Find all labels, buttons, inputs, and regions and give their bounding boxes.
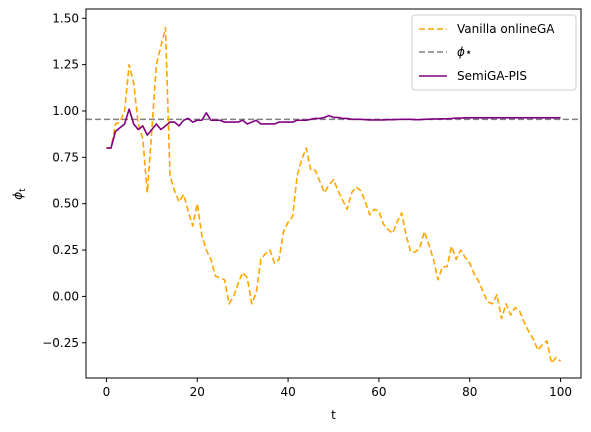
y-tick-label: 0.50: [52, 197, 79, 211]
y-tick-label: 1.25: [52, 58, 79, 72]
legend-label-semiga: SemiGA-PIS: [457, 69, 527, 83]
y-tick-label: 0.75: [52, 150, 79, 164]
x-tick-label: 40: [280, 385, 295, 399]
plot-area: [86, 26, 581, 364]
series-line-semiga-pis: [106, 108, 561, 149]
series-line-vanilla-onlinega: [106, 26, 562, 364]
x-tick-label: 80: [462, 385, 477, 399]
legend-label-phi-star: ϕ⋆: [457, 45, 472, 59]
legend-box: [411, 14, 577, 91]
x-axis-label: t: [331, 408, 336, 422]
x-tick-label: 100: [549, 385, 572, 399]
y-axis-label: ϕt: [11, 188, 28, 200]
y-tick-label: 0.00: [52, 289, 79, 303]
y-tick-label: 1.00: [52, 104, 79, 118]
legend: Vanilla onlineGA ϕ⋆ SemiGA-PIS: [411, 14, 577, 91]
legend-label-vanilla: Vanilla onlineGA: [457, 22, 555, 36]
x-tick-label: 20: [190, 385, 205, 399]
x-tick-label: 60: [371, 385, 386, 399]
x-tick-label: 0: [103, 385, 111, 399]
axis-ticks: 0 20 40 60 80 100 −0.25 0.00 0.25 0.50 0.75 1.00 1.2…: [42, 11, 572, 399]
y-tick-label: 1.50: [52, 11, 79, 25]
plot-frame: [85, 8, 582, 379]
y-tick-label: 0.25: [52, 243, 79, 257]
y-tick-label: −0.25: [42, 336, 79, 350]
